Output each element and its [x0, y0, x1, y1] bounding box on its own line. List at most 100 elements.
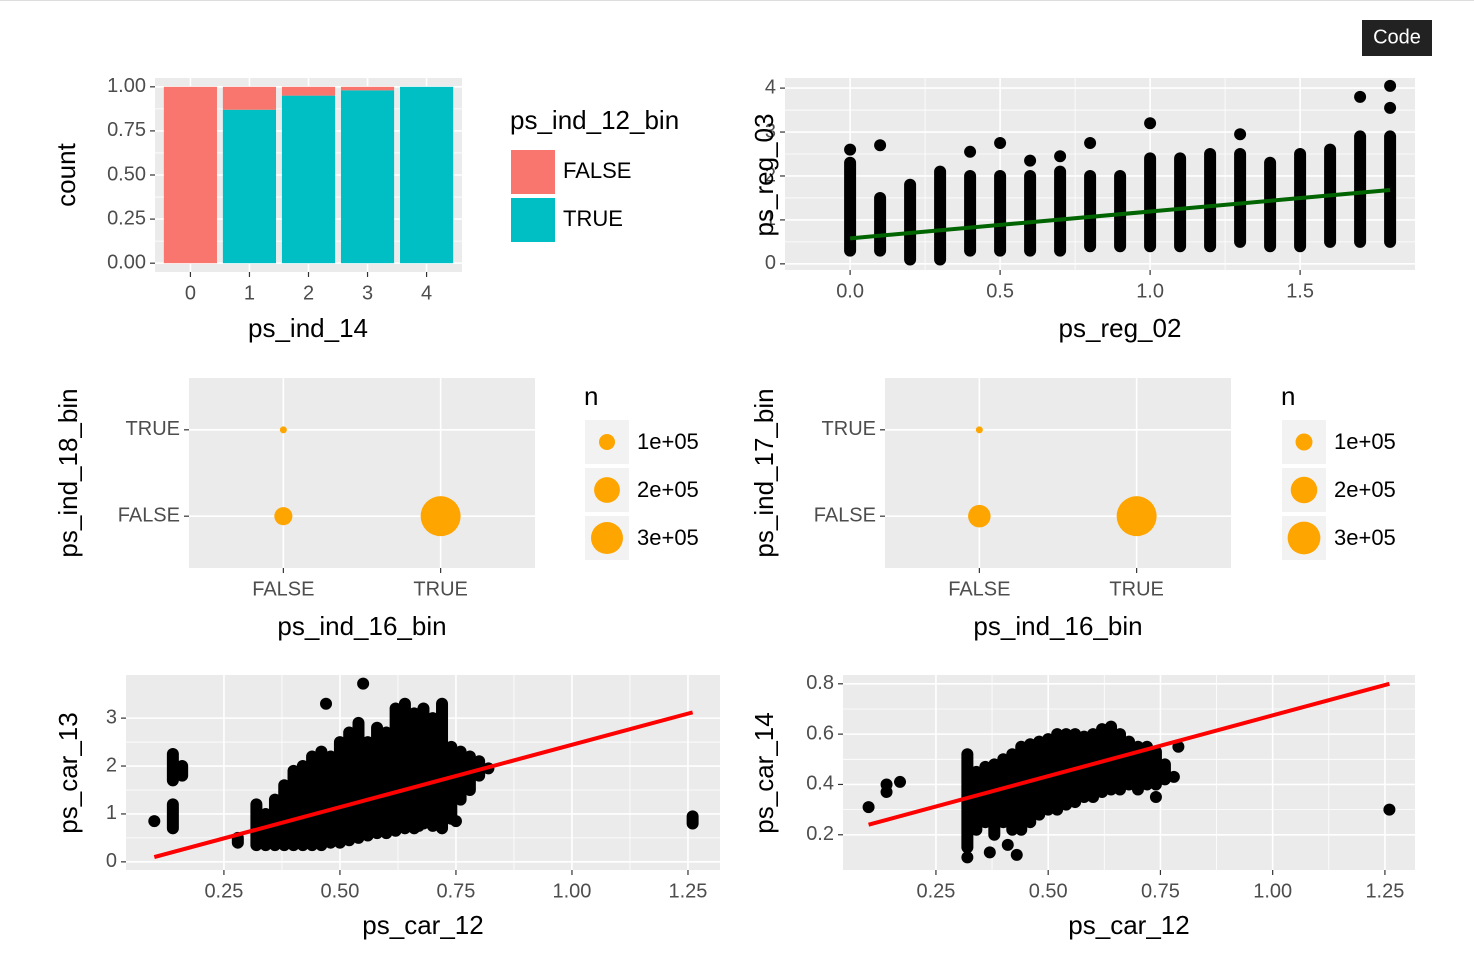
point	[1234, 128, 1247, 141]
x-tick-label: 1	[244, 282, 255, 304]
y-axis-title: count	[51, 142, 81, 206]
x-axis-title: ps_ind_14	[248, 313, 368, 343]
bar-segment	[163, 86, 217, 264]
point	[1010, 848, 1023, 861]
y-tick-label: 0.6	[806, 722, 834, 744]
x-tick-label: 1.00	[1253, 880, 1292, 902]
point	[1149, 791, 1162, 804]
y-tick-label: 4	[765, 76, 776, 98]
legend-label: TRUE	[563, 206, 623, 231]
y-tick-label: FALSE	[118, 504, 180, 526]
legend-bubble	[1287, 521, 1321, 555]
legend-title: n	[1281, 381, 1295, 411]
code-button-bg[interactable]	[1362, 20, 1432, 56]
legend-label: 1e+05	[637, 429, 699, 454]
bar-segment	[340, 86, 395, 91]
y-axis-title: ps_ind_17_bin	[749, 388, 779, 557]
code-button-label[interactable]: Code	[1373, 26, 1421, 48]
point	[431, 817, 444, 830]
x-tick-label: 0.75	[436, 880, 475, 902]
point	[148, 815, 161, 828]
x-tick-label: 1.25	[669, 880, 708, 902]
y-tick-label: 0.75	[107, 119, 146, 141]
y-tick-label: 0.50	[107, 163, 146, 185]
x-tick-label: 0.50	[1029, 880, 1068, 902]
y-axis-title: ps_ind_18_bin	[53, 388, 83, 557]
point	[412, 819, 425, 832]
point	[961, 851, 974, 864]
code-button[interactable]: Code	[1362, 20, 1432, 56]
x-tick-label: FALSE	[252, 578, 314, 600]
y-tick-label: 1	[106, 802, 117, 824]
legend-title: ps_ind_12_bin	[510, 105, 679, 135]
y-axis-title: ps_car_14	[749, 712, 779, 833]
legend-key	[511, 150, 555, 194]
bubble	[1116, 496, 1157, 537]
legend-bubble	[1295, 433, 1313, 451]
point	[1084, 137, 1097, 150]
bubble	[968, 504, 991, 528]
x-tick-label: 2	[303, 282, 314, 304]
y-tick-label: 0.25	[107, 207, 146, 229]
x-axis-title: ps_car_12	[362, 910, 483, 940]
y-axis-title: ps_car_13	[53, 712, 83, 833]
x-tick-label: 1.5	[1286, 280, 1314, 302]
point	[844, 143, 857, 156]
fit-line	[849, 188, 1391, 241]
bar-segment	[281, 95, 336, 264]
x-tick-label: TRUE	[1109, 578, 1163, 600]
y-tick-label: FALSE	[814, 504, 876, 526]
legend-bubble	[598, 433, 616, 451]
x-tick-label: 1.0	[1136, 280, 1164, 302]
point	[1054, 150, 1067, 163]
legend-bubble	[1290, 476, 1318, 504]
x-tick-label: 1.25	[1365, 880, 1404, 902]
x-tick-label: 0.50	[320, 880, 359, 902]
legend-label: 1e+05	[1334, 429, 1396, 454]
legend-label: 3e+05	[637, 525, 699, 550]
y-tick-label: 0.4	[806, 773, 834, 795]
x-tick-label: 0.75	[1141, 880, 1180, 902]
point	[1144, 117, 1157, 130]
x-tick-label: 0.25	[916, 880, 955, 902]
point	[894, 775, 907, 788]
y-tick-label: 3	[765, 120, 776, 142]
bubble	[279, 426, 287, 434]
y-tick-label: 0.00	[107, 251, 146, 273]
x-tick-label: TRUE	[413, 578, 467, 600]
point	[1384, 101, 1397, 114]
x-axis-title: ps_ind_16_bin	[277, 611, 446, 641]
point	[880, 778, 893, 791]
panel-background	[189, 378, 535, 568]
x-axis-title: ps_car_12	[1068, 910, 1189, 940]
bar-segment	[222, 86, 277, 110]
point	[1383, 803, 1396, 816]
x-tick-label: 1.00	[552, 880, 591, 902]
x-tick-label: 0.25	[204, 880, 243, 902]
point	[1384, 79, 1397, 92]
bar-segment	[400, 86, 454, 264]
x-tick-label: 0.5	[986, 280, 1014, 302]
x-tick-label: 4	[421, 282, 432, 304]
legend-label: 2e+05	[637, 477, 699, 502]
point	[320, 697, 333, 710]
legend-title: n	[584, 381, 598, 411]
point	[983, 846, 996, 859]
point	[862, 801, 875, 814]
bubble	[274, 507, 293, 526]
point	[874, 139, 887, 152]
point	[1001, 838, 1014, 851]
fit-line	[868, 681, 1390, 827]
legend-label: 2e+05	[1334, 477, 1396, 502]
y-tick-label: 3	[106, 706, 117, 728]
bubble	[420, 496, 461, 537]
point	[1167, 770, 1180, 783]
legend-label: 3e+05	[1334, 525, 1396, 550]
y-axis-title: ps_reg_03	[749, 114, 779, 237]
fit-line	[153, 710, 694, 859]
y-tick-label: 1.00	[107, 75, 146, 97]
point	[964, 145, 977, 158]
point	[1024, 154, 1037, 167]
